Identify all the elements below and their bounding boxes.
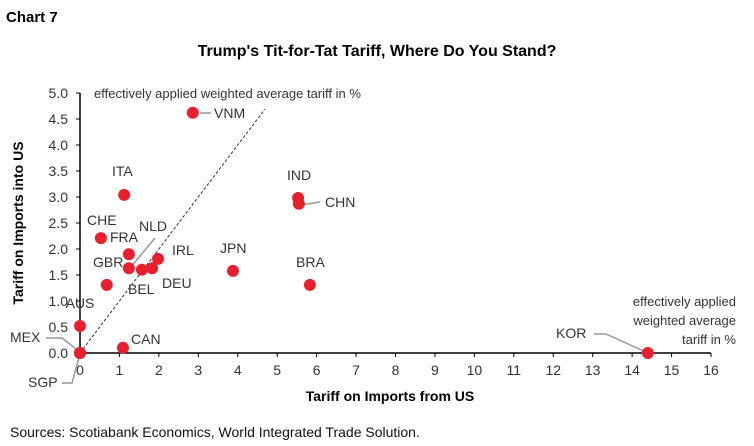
point-label-jpn: JPN <box>220 240 246 256</box>
leader-line <box>62 353 81 384</box>
x-tick-label: 16 <box>703 362 719 378</box>
source-note: Sources: Scotiabank Economics, World Int… <box>10 424 420 440</box>
data-point-vnm <box>186 106 199 119</box>
x-tick-label: 8 <box>392 362 400 378</box>
x-tick-label: 2 <box>155 362 163 378</box>
data-point-fra <box>122 248 135 261</box>
point-label-bel: BEL <box>128 281 155 297</box>
y-axis-label: Tariff on Imports into US <box>10 141 26 304</box>
data-point-can <box>116 341 129 354</box>
x-tick-label: 10 <box>467 362 483 378</box>
x-tick-label: 6 <box>313 362 321 378</box>
axis-note-line-2: weighted average <box>632 313 736 328</box>
point-label-bra: BRA <box>296 254 325 270</box>
x-tick-label: 5 <box>273 362 281 378</box>
data-point-irl <box>152 252 165 265</box>
data-point-chn <box>292 197 305 210</box>
data-point-nld <box>122 262 135 275</box>
data-point-bel <box>135 263 148 276</box>
axis-note-line-1: effectively applied <box>633 294 736 309</box>
y-tick-label: 0.0 <box>49 345 69 361</box>
x-tick-label: 11 <box>507 362 522 378</box>
point-label-irl: IRL <box>172 242 194 258</box>
leader-line <box>594 333 649 354</box>
reference-line <box>79 108 266 354</box>
x-tick-label: 15 <box>664 362 680 378</box>
y-tick-label: 1.0 <box>49 293 69 309</box>
point-label-sgp: SGP <box>28 374 58 390</box>
point-label-aus: AUS <box>66 295 95 311</box>
point-label-kor: KOR <box>556 325 586 341</box>
data-point-ita <box>118 188 131 201</box>
point-label-nld: NLD <box>139 218 167 234</box>
point-label-ind: IND <box>287 167 311 183</box>
point-label-che: CHE <box>87 212 117 228</box>
x-tick-label: 3 <box>194 362 202 378</box>
data-point-che <box>94 232 107 245</box>
y-tick-label: 2.0 <box>49 241 69 257</box>
chart-number: Chart 7 <box>6 9 58 26</box>
data-point-kor <box>641 347 654 359</box>
axis-note-line-3: tariff in % <box>682 332 736 347</box>
point-label-gbr: GBR <box>93 254 123 270</box>
point-label-deu: DEU <box>162 275 192 291</box>
data-point-bra <box>303 278 316 291</box>
data-point-jpn <box>227 264 240 277</box>
reference-line-label: effectively applied weighted average tar… <box>94 86 361 101</box>
data-point-gbr <box>100 278 113 291</box>
point-label-ita: ITA <box>112 163 133 179</box>
leader-line <box>46 337 81 353</box>
x-tick-label: 13 <box>585 362 601 378</box>
y-tick-label: 3.0 <box>49 189 69 205</box>
data-point-deu <box>146 262 159 275</box>
y-tick-label: 4.0 <box>49 137 69 153</box>
x-tick-label: 4 <box>234 362 242 378</box>
point-label-chn: CHN <box>325 194 355 210</box>
y-tick-label: 1.5 <box>49 267 69 283</box>
x-axis-label: Tariff on Imports from US <box>306 388 475 404</box>
y-tick-label: 5.0 <box>49 85 69 101</box>
x-tick-label: 7 <box>352 362 360 378</box>
y-tick-label: 3.5 <box>49 163 69 179</box>
leader-line <box>129 237 156 269</box>
point-label-fra: FRA <box>110 229 139 245</box>
point-label-vnm: VNM <box>214 105 245 121</box>
chart-title: Trump's Tit-for-Tat Tariff, Where Do You… <box>198 43 557 60</box>
y-tick-label: 4.5 <box>49 111 69 127</box>
data-point-aus <box>74 319 86 332</box>
y-tick-label: 0.5 <box>49 319 69 335</box>
x-tick-label: 9 <box>431 362 439 378</box>
x-tick-label: 0 <box>76 362 84 378</box>
x-tick-label: 1 <box>116 362 124 378</box>
data-point-sgp <box>74 347 86 359</box>
point-label-can: CAN <box>131 331 161 347</box>
x-tick-label: 14 <box>624 362 640 378</box>
x-tick-label: 12 <box>545 362 561 378</box>
y-tick-label: 2.5 <box>49 215 69 231</box>
point-label-mex: MEX <box>10 329 41 345</box>
